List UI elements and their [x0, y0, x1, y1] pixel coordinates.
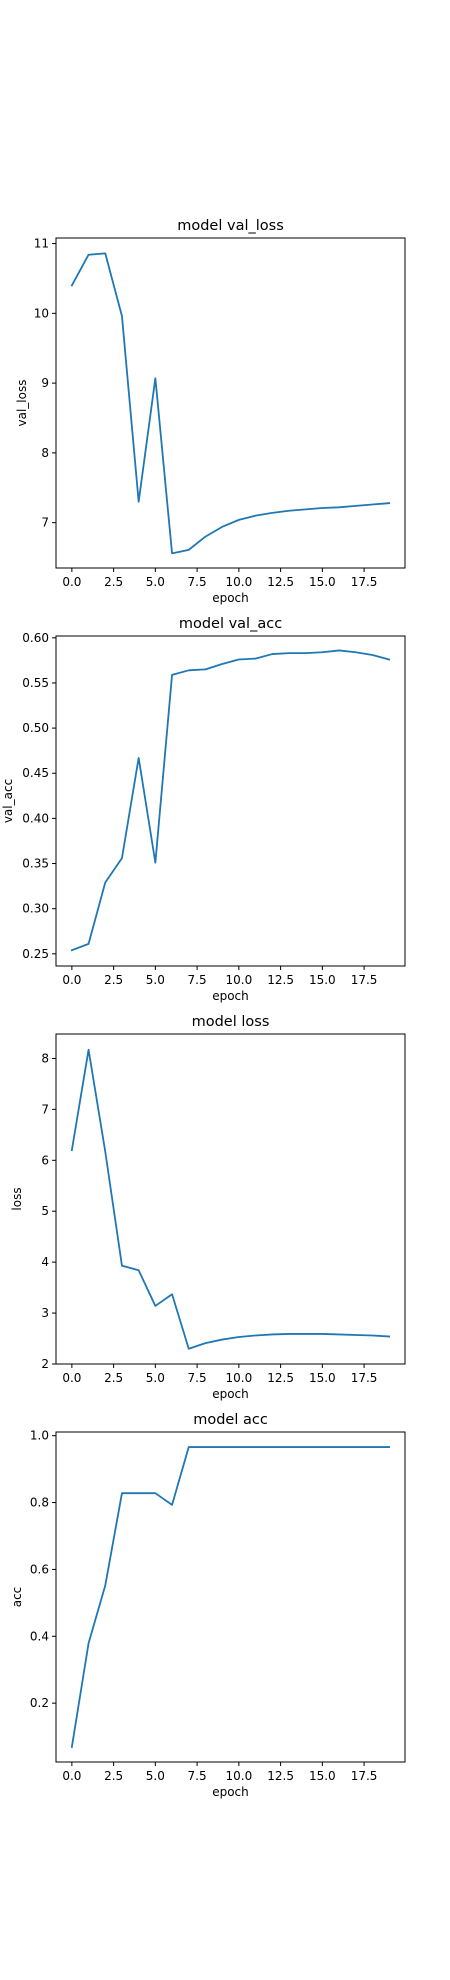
y-tick-label: 0.35	[22, 857, 49, 871]
x-tick-label: 10.0	[225, 973, 252, 987]
x-tick-label: 17.5	[351, 575, 378, 589]
x-tick-label: 12.5	[267, 1371, 294, 1385]
x-tick-label: 15.0	[309, 1769, 336, 1783]
series-line	[70, 1446, 391, 1748]
series-line	[70, 252, 391, 555]
x-tick-label: 12.5	[267, 973, 294, 987]
x-tick-label: 7.5	[188, 973, 207, 987]
y-tick-label: 3	[41, 1306, 49, 1320]
y-tick-label: 7	[41, 1102, 49, 1116]
y-tick-label: 8	[41, 1051, 49, 1065]
chart-title: model acc	[193, 1412, 268, 1428]
y-tick-label: 7	[41, 516, 49, 530]
y-axis-label: val_acc	[1, 779, 15, 823]
x-axis-label: epoch	[212, 591, 249, 605]
axes-frame	[55, 1431, 406, 1763]
y-axis-label: acc	[10, 1587, 24, 1608]
y-tick-label: 5	[41, 1204, 49, 1218]
y-tick-label: 0.2	[30, 1696, 49, 1710]
y-tick-label: 0.50	[22, 721, 49, 735]
x-axis-label: epoch	[212, 1387, 249, 1401]
x-tick-label: 17.5	[351, 1769, 378, 1783]
x-axis-label: epoch	[212, 989, 249, 1003]
x-tick-label: 5.0	[146, 1371, 165, 1385]
y-tick-label: 10	[34, 306, 49, 320]
x-tick-label: 2.5	[104, 973, 123, 987]
x-tick-label: 0.0	[62, 1769, 81, 1783]
axes-frame	[55, 635, 406, 967]
chart-title: model val_loss	[177, 218, 284, 234]
x-tick-label: 15.0	[309, 1371, 336, 1385]
series-line	[70, 649, 391, 952]
x-tick-label: 12.5	[267, 575, 294, 589]
x-tick-label: 5.0	[146, 973, 165, 987]
x-tick-label: 0.0	[62, 973, 81, 987]
x-tick-label: 5.0	[146, 575, 165, 589]
chart-3: model loss 0.0 2.5 5.0 7.5 10.0 12.5 15.0 17.5 2 3…	[10, 1014, 406, 1401]
y-axis-label: loss	[10, 1187, 24, 1210]
y-tick-label: 0.25	[22, 947, 49, 961]
x-tick-label: 0.0	[62, 575, 81, 589]
x-axis-label: epoch	[212, 1785, 249, 1799]
x-tick-label: 7.5	[188, 575, 207, 589]
x-tick-label: 17.5	[351, 1371, 378, 1385]
x-tick-label: 7.5	[188, 1371, 207, 1385]
x-tick-label: 10.0	[225, 1769, 252, 1783]
chart-1: model val_loss 0.0 2.5 5.0 7.5 10.0 12.5 15.0 17…	[15, 218, 406, 605]
x-tick-label: 15.0	[309, 575, 336, 589]
y-axis-label: val_loss	[15, 380, 29, 427]
chart-title: model val_acc	[179, 616, 282, 632]
y-tick-label: 1.0	[30, 1429, 49, 1443]
x-tick-label: 10.0	[225, 1371, 252, 1385]
x-tick-label: 15.0	[309, 973, 336, 987]
x-tick-label: 17.5	[351, 973, 378, 987]
y-tick-label: 0.30	[22, 902, 49, 916]
y-tick-label: 0.60	[22, 631, 49, 645]
y-tick-label: 0.4	[30, 1629, 49, 1643]
y-tick-label: 8	[41, 446, 49, 460]
x-tick-label: 2.5	[104, 1371, 123, 1385]
chart-2: model val_acc 0.0 2.5 5.0 7.5 10.0 12.5 15.0 17.…	[1, 616, 406, 1003]
series-line	[70, 1048, 391, 1350]
x-tick-label: 7.5	[188, 1769, 207, 1783]
x-tick-label: 2.5	[104, 1769, 123, 1783]
y-tick-label: 9	[41, 376, 49, 390]
axes-frame	[55, 237, 406, 569]
y-tick-label: 11	[34, 237, 49, 251]
x-tick-label: 0.0	[62, 1371, 81, 1385]
y-tick-label: 2	[41, 1357, 49, 1371]
y-tick-label: 0.8	[30, 1496, 49, 1510]
x-tick-label: 10.0	[225, 575, 252, 589]
x-tick-label: 2.5	[104, 575, 123, 589]
axes-frame	[55, 1033, 406, 1365]
y-tick-label: 0.40	[22, 811, 49, 825]
y-tick-label: 0.6	[30, 1562, 49, 1576]
chart-4: model acc 0.0 2.5 5.0 7.5 10.0 12.5 15.0 17.5 0.2…	[10, 1412, 406, 1799]
chart-title: model loss	[192, 1014, 270, 1030]
x-tick-label: 12.5	[267, 1769, 294, 1783]
x-tick-label: 5.0	[146, 1769, 165, 1783]
y-tick-label: 0.55	[22, 676, 49, 690]
y-tick-label: 6	[41, 1153, 49, 1167]
y-tick-label: 4	[41, 1255, 49, 1269]
y-tick-label: 0.45	[22, 766, 49, 780]
